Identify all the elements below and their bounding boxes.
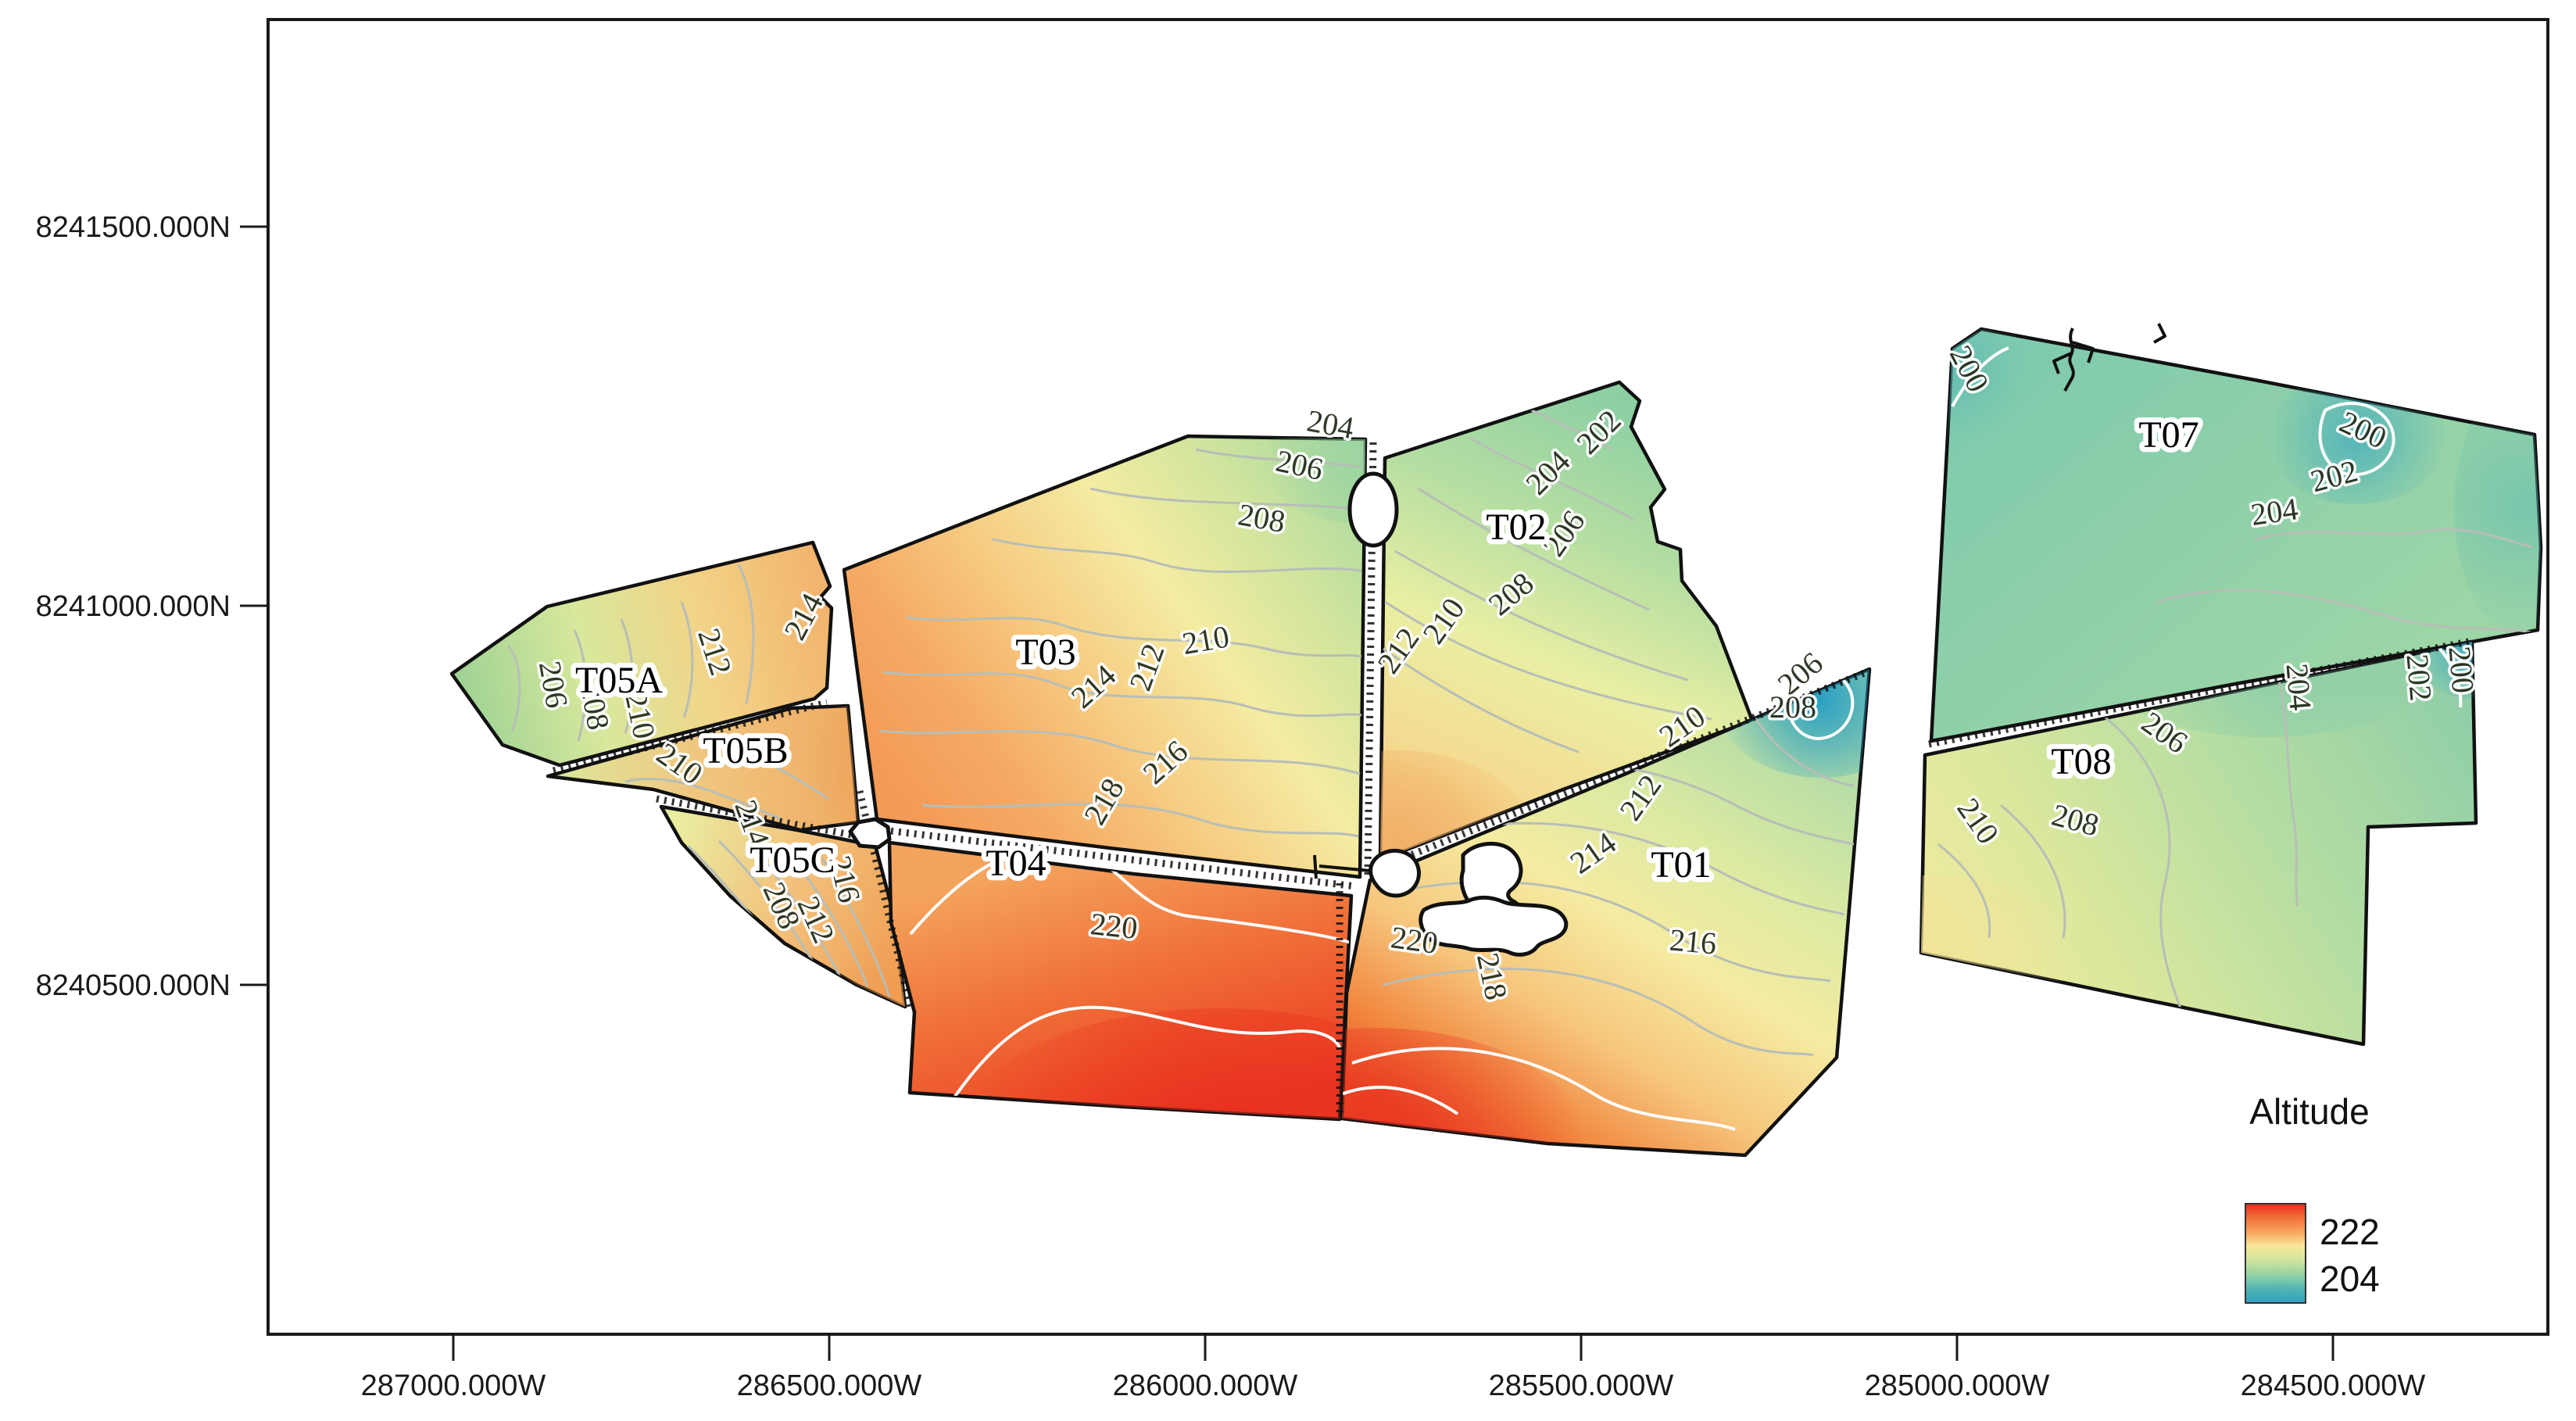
road-hatch xyxy=(552,699,828,775)
x-tick-label: 286500.000W xyxy=(737,1369,922,1402)
creek-icon xyxy=(2052,323,2166,392)
lake-long-icon xyxy=(1419,895,1569,957)
contour-line xyxy=(2254,528,2533,549)
contour-line xyxy=(2269,648,2299,907)
legend-min-label: 204 xyxy=(2320,1258,2380,1299)
altitude-shade-T01-0 xyxy=(1716,669,1869,778)
parcel-label-T02: T02 xyxy=(1486,506,1546,548)
x-tick-label: 286000.000W xyxy=(1113,1369,1298,1402)
y-tick-label: 8241000.000N xyxy=(36,590,231,623)
parcel-label-T07: T07 xyxy=(2138,414,2199,456)
contour-line xyxy=(1089,487,1362,511)
contour-line xyxy=(707,743,829,800)
contour-line xyxy=(680,601,694,718)
contour-line xyxy=(878,729,1361,775)
parcel-label-T05C: T05C xyxy=(750,839,835,881)
road-hatch xyxy=(882,826,1357,890)
contour-line xyxy=(506,645,521,732)
contour-line xyxy=(1384,600,1712,721)
parcel-T02 xyxy=(1378,380,1755,862)
contour-line xyxy=(2000,804,2066,939)
y-tick-label: 8240500.000N xyxy=(36,969,231,1002)
contour-line xyxy=(624,778,782,821)
contour-line xyxy=(2156,589,2537,635)
contour-line xyxy=(921,803,1359,838)
road-hatch xyxy=(1928,637,2474,748)
contour-line xyxy=(1342,1085,1459,1115)
contour-label: 206 xyxy=(532,658,575,710)
altitude-shade-T07-2 xyxy=(2454,375,2541,641)
parcel-label-T05B: T05B xyxy=(703,730,788,771)
contour-line xyxy=(2318,402,2395,477)
contour-label: 216 xyxy=(1668,922,1718,961)
contour-line xyxy=(1383,968,1814,1057)
contour-line xyxy=(1351,1047,1736,1131)
legend-colorbar xyxy=(2245,1203,2306,1304)
contour-label: 200 xyxy=(2442,645,2481,695)
x-tick-label: 284500.000W xyxy=(2241,1369,2426,1402)
contour-line xyxy=(992,538,1362,574)
contour-line xyxy=(737,564,755,704)
parcel-label-T08: T08 xyxy=(2051,741,2111,782)
contour-line xyxy=(1937,843,1991,939)
altitude-shade-T03-0 xyxy=(1262,436,1365,524)
contour-label: 204 xyxy=(2279,662,2318,712)
parcel-T03 xyxy=(842,434,1368,879)
contour-label: 202 xyxy=(2399,653,2438,703)
x-tick-label: 285500.000W xyxy=(1489,1369,1674,1402)
parcel-T01 xyxy=(1340,667,1872,1158)
x-tick-label: 287000.000W xyxy=(361,1369,546,1402)
legend-max-label: 222 xyxy=(2320,1212,2380,1252)
contour-label: 210 xyxy=(1179,618,1232,661)
contour-line xyxy=(944,1005,1341,1111)
parcel-T05A xyxy=(449,540,834,768)
parcel-label-T04: T04 xyxy=(986,843,1046,884)
contour-line xyxy=(1951,346,2009,407)
parcel-label-T03: T03 xyxy=(1015,632,1075,673)
road-hatch xyxy=(856,789,914,1010)
contour-label: 208 xyxy=(1769,689,1816,725)
contour-line xyxy=(1383,647,1580,753)
contour-line xyxy=(1394,549,1689,682)
contour-line xyxy=(906,616,1362,658)
contour-line xyxy=(788,853,869,987)
contour-line xyxy=(573,629,587,742)
parcel-label-T05A: T05A xyxy=(575,660,663,701)
contour-line xyxy=(909,845,1351,944)
contour-label: 220 xyxy=(1089,906,1139,946)
contour-label: 220 xyxy=(1389,919,1440,961)
x-tick-label: 285000.000W xyxy=(1865,1369,2050,1402)
altitude-shade-T05C-0 xyxy=(825,934,905,1007)
contour-line xyxy=(1469,436,1634,521)
lake-west-icon xyxy=(1368,849,1421,898)
contour-line xyxy=(1748,707,1855,787)
contour-line xyxy=(2437,646,2463,708)
contour-line xyxy=(1418,487,1650,611)
contour-line xyxy=(1195,448,1362,469)
altitude-shade-T05B-0 xyxy=(797,706,858,830)
contour-label: 204 xyxy=(2249,491,2300,532)
altitude-shade-T08-0 xyxy=(2409,642,2476,698)
contour-line xyxy=(882,671,1362,718)
road-pond-icon xyxy=(1347,471,1399,548)
contour-line xyxy=(620,618,634,734)
contour-line xyxy=(1786,669,1855,741)
y-tick-label: 8241500.000N xyxy=(36,211,231,244)
contour-line xyxy=(1523,405,1612,451)
contour-line xyxy=(717,839,814,962)
altitude-shade-T02-0 xyxy=(1380,750,1536,860)
parcel-label-T01: T01 xyxy=(1651,844,1711,886)
legend-title: Altitude xyxy=(2249,1091,2369,1132)
contour-line xyxy=(753,847,842,978)
small-pond-icon xyxy=(848,817,892,850)
road-hatch xyxy=(1374,668,1868,873)
contour-line xyxy=(2102,714,2182,1009)
contour-line xyxy=(821,857,891,997)
